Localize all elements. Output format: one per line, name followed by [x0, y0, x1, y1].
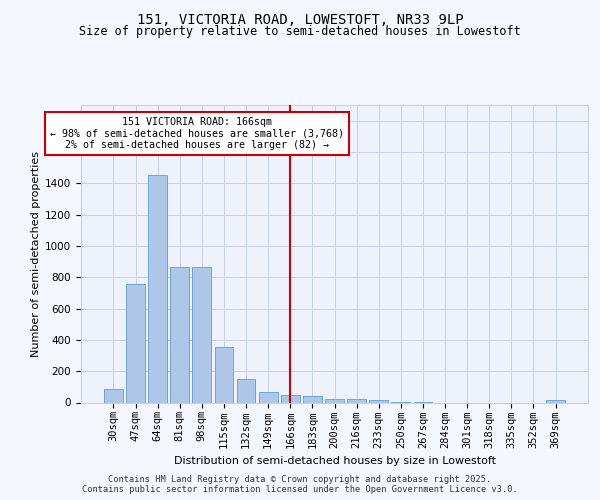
Text: 151, VICTORIA ROAD, LOWESTOFT, NR33 9LP: 151, VICTORIA ROAD, LOWESTOFT, NR33 9LP	[137, 12, 463, 26]
Bar	[281, 394, 299, 402]
Bar	[303, 396, 322, 402]
Bar	[546, 400, 565, 402]
Bar	[170, 267, 189, 402]
Y-axis label: Number of semi-detached properties: Number of semi-detached properties	[31, 151, 41, 357]
Bar	[325, 398, 344, 402]
Text: 151 VICTORIA ROAD: 166sqm
← 98% of semi-detached houses are smaller (3,768)
2% o: 151 VICTORIA ROAD: 166sqm ← 98% of semi-…	[50, 116, 344, 150]
Text: Size of property relative to semi-detached houses in Lowestoft: Size of property relative to semi-detach…	[79, 25, 521, 38]
X-axis label: Distribution of semi-detached houses by size in Lowestoft: Distribution of semi-detached houses by …	[173, 456, 496, 466]
Bar	[370, 400, 388, 402]
Bar	[104, 389, 123, 402]
Bar	[259, 392, 278, 402]
Bar	[236, 379, 256, 402]
Bar	[193, 267, 211, 402]
Bar	[347, 400, 366, 402]
Bar	[126, 284, 145, 403]
Text: Contains HM Land Registry data © Crown copyright and database right 2025.
Contai: Contains HM Land Registry data © Crown c…	[82, 474, 518, 494]
Bar	[215, 347, 233, 403]
Bar	[148, 176, 167, 402]
